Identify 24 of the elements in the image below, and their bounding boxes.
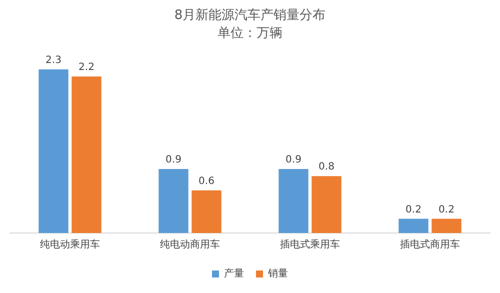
bar [432,218,462,233]
x-tick-label: 纯电动商用车 [160,238,220,251]
data-label: 0.9 [166,154,182,166]
legend-label: 销量 [267,268,288,280]
x-tick-label: 插电式乘用车 [280,238,340,251]
bar [278,168,308,233]
data-label: 0.6 [198,176,214,187]
bar [398,218,428,233]
data-label: 0.2 [406,204,422,216]
data-label: 2.3 [46,55,62,66]
x-tick-label: 插电式商用车 [400,238,460,251]
data-label: 2.2 [78,62,94,74]
bar [38,69,68,233]
bar [72,76,102,233]
chart-title: 8月新能源汽车产销量分布 [174,8,326,24]
bar [158,168,188,233]
x-tick-label: 纯电动乘用车 [40,238,100,251]
legend-label: 产量 [224,268,244,280]
bar [192,190,222,233]
data-label: 0.8 [318,162,334,173]
bar [312,176,342,233]
chart-subtitle: 单位：万辆 [218,26,282,41]
data-label: 0.2 [438,204,454,216]
data-label: 0.9 [286,154,302,166]
